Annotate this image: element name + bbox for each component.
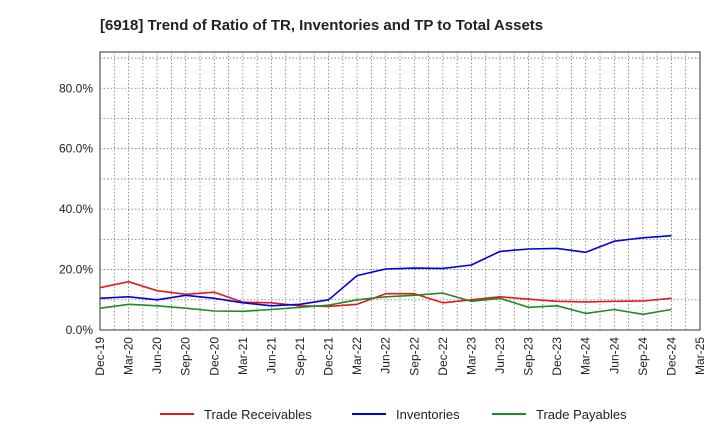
legend-label: Trade Receivables xyxy=(204,407,312,422)
x-tick-label: Dec-21 xyxy=(322,337,336,376)
legend: Trade Receivables Inventories Trade Payabl… xyxy=(160,407,627,422)
x-tick-label: Jun-20 xyxy=(150,337,164,374)
plot-area: 0.0% 20.0% 40.0% 60.0% 80.0% Dec-19 Mar-20 Jun-… xyxy=(59,51,707,376)
x-tick-label: Dec-23 xyxy=(550,337,564,376)
x-tick-label: Mar-23 xyxy=(464,337,478,375)
y-tick-label: 0.0% xyxy=(66,323,94,337)
x-tick-label: Jun-23 xyxy=(493,337,507,374)
x-tick-label: Mar-21 xyxy=(236,337,250,375)
x-tick-label: Sep-21 xyxy=(293,337,307,376)
y-tick-label: 80.0% xyxy=(59,81,93,95)
x-tick-label: Sep-20 xyxy=(179,337,193,376)
x-tick-label: Mar-22 xyxy=(350,337,364,375)
x-tick-label: Sep-22 xyxy=(407,337,421,376)
series-line xyxy=(99,280,672,308)
y-tick-label: 40.0% xyxy=(59,202,93,216)
series-line xyxy=(99,292,672,316)
series-line xyxy=(99,234,672,307)
x-tick-label: Mar-24 xyxy=(579,337,593,375)
x-tick-label: Mar-20 xyxy=(122,337,136,375)
y-tick-label: 60.0% xyxy=(59,142,93,156)
x-tick-label: Jun-24 xyxy=(607,337,621,374)
x-tick-label: Dec-22 xyxy=(436,337,450,376)
x-tick-label: Dec-24 xyxy=(664,337,678,376)
x-tick-label: Sep-24 xyxy=(636,337,650,376)
plot-frame xyxy=(99,51,701,331)
x-tick-label: Dec-19 xyxy=(93,337,107,376)
x-tick-label: Sep-23 xyxy=(522,337,536,376)
y-tick-label: 20.0% xyxy=(59,263,93,277)
legend-label: Trade Payables xyxy=(536,407,627,422)
x-tick-label: Dec-20 xyxy=(207,337,221,376)
legend-label: Inventories xyxy=(396,407,460,422)
chart-title: [6918] Trend of Ratio of TR, Inventories… xyxy=(100,17,543,34)
x-tick-label: Mar-25 xyxy=(693,337,707,375)
x-tick-label: Jun-22 xyxy=(379,337,393,374)
x-tick-label: Jun-21 xyxy=(264,337,278,374)
